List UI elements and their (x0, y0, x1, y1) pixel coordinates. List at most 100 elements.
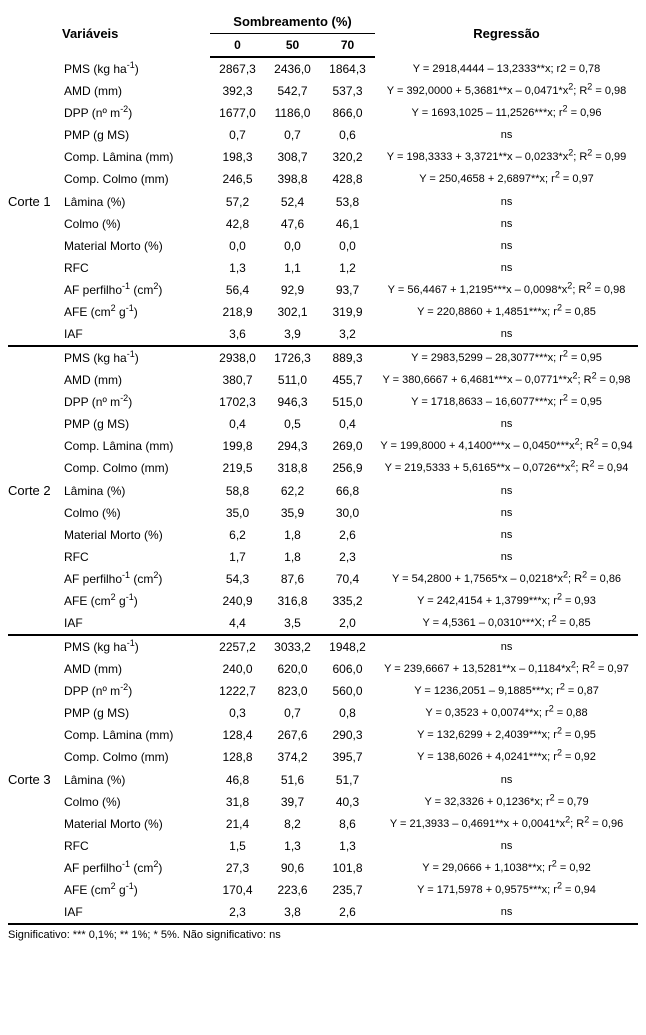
block-label-cell (8, 457, 60, 479)
variable-label: AMD (mm) (60, 369, 210, 391)
value-cell: 47,6 (265, 213, 320, 235)
variable-label: Colmo (%) (60, 791, 210, 813)
value-cell: 308,7 (265, 146, 320, 168)
regression-cell: Y = 21,3933 – 0,4691**x + 0,0041*x2; R2 … (375, 813, 638, 835)
value-cell: 560,0 (320, 680, 375, 702)
value-cell: 0,0 (265, 235, 320, 257)
value-cell: 0,3 (210, 702, 265, 724)
value-cell: 27,3 (210, 857, 265, 879)
variable-label: RFC (60, 257, 210, 279)
block-label-cell (8, 323, 60, 346)
value-cell: 2257,2 (210, 635, 265, 658)
value-cell: 51,6 (265, 768, 320, 791)
value-cell: 1864,3 (320, 57, 375, 80)
variable-label: DPP (nº m-2) (60, 680, 210, 702)
regression-cell: ns (375, 124, 638, 146)
value-cell: 2,3 (320, 546, 375, 568)
block-label-cell (8, 524, 60, 546)
value-cell: 240,0 (210, 658, 265, 680)
value-cell: 101,8 (320, 857, 375, 879)
value-cell: 0,7 (210, 124, 265, 146)
variable-label: PMS (kg ha-1) (60, 57, 210, 80)
value-cell: 199,8 (210, 435, 265, 457)
value-cell: 223,6 (265, 879, 320, 901)
regression-cell: Y = 1718,8633 – 16,6077***x; r2 = 0,95 (375, 391, 638, 413)
variable-label: RFC (60, 835, 210, 857)
block-label-cell (8, 857, 60, 879)
value-cell: 51,7 (320, 768, 375, 791)
regression-cell: Y = 198,3333 + 3,3721**x – 0,0233*x2; R2… (375, 146, 638, 168)
regression-cell: Y = 239,6667 + 13,5281**x – 0,1184*x2; R… (375, 658, 638, 680)
value-cell: 235,7 (320, 879, 375, 901)
value-cell: 2,6 (320, 524, 375, 546)
value-cell: 4,4 (210, 612, 265, 635)
block-label-cell (8, 835, 60, 857)
variable-label: AF perfilho-1 (cm2) (60, 857, 210, 879)
regression-cell: ns (375, 546, 638, 568)
block-label-cell (8, 901, 60, 924)
block-label-cell (8, 635, 60, 658)
variable-label: Comp. Colmo (mm) (60, 746, 210, 768)
block-label-cell (8, 724, 60, 746)
variable-label: Material Morto (%) (60, 524, 210, 546)
value-cell: 53,8 (320, 190, 375, 213)
regression-cell: ns (375, 257, 638, 279)
header-regressao: Regressão (375, 10, 638, 57)
variable-label: PMP (g MS) (60, 702, 210, 724)
header-sombreamento: Sombreamento (%) (210, 10, 375, 34)
value-cell: 374,2 (265, 746, 320, 768)
value-cell: 0,8 (320, 702, 375, 724)
regression-cell: ns (375, 524, 638, 546)
regression-cell: Y = 171,5978 + 0,9575***x; r2 = 0,94 (375, 879, 638, 901)
variable-label: Lâmina (%) (60, 479, 210, 502)
regression-cell: ns (375, 835, 638, 857)
value-cell: 0,0 (210, 235, 265, 257)
regression-cell: Y = 199,8000 + 4,1400***x – 0,0450***x2;… (375, 435, 638, 457)
regression-cell: Y = 1236,2051 – 9,1885***x; r2 = 0,87 (375, 680, 638, 702)
variable-label: Comp. Lâmina (mm) (60, 146, 210, 168)
variable-label: AFE (cm2 g-1) (60, 301, 210, 323)
block-label: Corte 2 (8, 479, 60, 502)
value-cell: 3,6 (210, 323, 265, 346)
value-cell: 542,7 (265, 80, 320, 102)
value-cell: 380,7 (210, 369, 265, 391)
value-cell: 335,2 (320, 590, 375, 612)
value-cell: 54,3 (210, 568, 265, 590)
value-cell: 290,3 (320, 724, 375, 746)
value-cell: 2436,0 (265, 57, 320, 80)
variable-label: Comp. Colmo (mm) (60, 457, 210, 479)
value-cell: 0,6 (320, 124, 375, 146)
value-cell: 56,4 (210, 279, 265, 301)
value-cell: 92,9 (265, 279, 320, 301)
block-label: Corte 1 (8, 190, 60, 213)
block-label-cell (8, 590, 60, 612)
value-cell: 946,3 (265, 391, 320, 413)
block-label-cell (8, 502, 60, 524)
block-label-cell (8, 435, 60, 457)
value-cell: 1726,3 (265, 346, 320, 369)
regression-cell: ns (375, 768, 638, 791)
value-cell: 58,8 (210, 479, 265, 502)
value-cell: 93,7 (320, 279, 375, 301)
block-label-cell (8, 813, 60, 835)
value-cell: 219,5 (210, 457, 265, 479)
regression-cell: ns (375, 235, 638, 257)
variable-label: AFE (cm2 g-1) (60, 590, 210, 612)
block-label-cell (8, 57, 60, 80)
value-cell: 319,9 (320, 301, 375, 323)
variable-label: Lâmina (%) (60, 190, 210, 213)
variable-label: PMP (g MS) (60, 413, 210, 435)
block-label-cell (8, 413, 60, 435)
value-cell: 57,2 (210, 190, 265, 213)
regression-cell: Y = 380,6667 + 6,4681***x – 0,0771**x2; … (375, 369, 638, 391)
value-cell: 1222,7 (210, 680, 265, 702)
value-cell: 866,0 (320, 102, 375, 124)
regression-cell: Y = 219,5333 + 5,6165**x – 0,0726**x2; R… (375, 457, 638, 479)
variable-label: AFE (cm2 g-1) (60, 879, 210, 901)
value-cell: 3,2 (320, 323, 375, 346)
value-cell: 302,1 (265, 301, 320, 323)
value-cell: 1,8 (265, 524, 320, 546)
variable-label: AMD (mm) (60, 80, 210, 102)
value-cell: 1,5 (210, 835, 265, 857)
data-table: Variáveis Sombreamento (%) Regressão 0 5… (8, 10, 638, 925)
